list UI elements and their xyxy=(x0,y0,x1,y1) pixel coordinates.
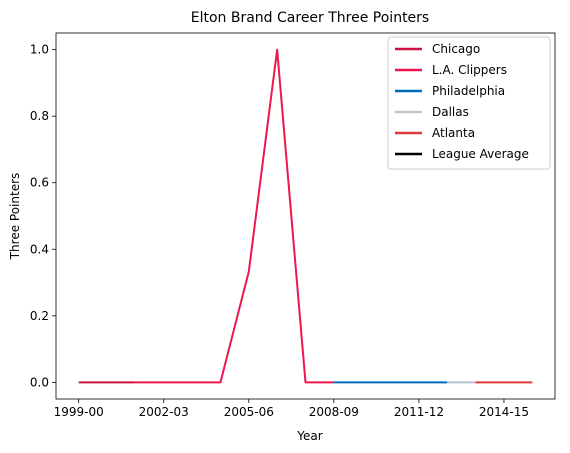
legend-label: L.A. Clippers xyxy=(432,63,507,77)
y-tick-label: 0.6 xyxy=(30,176,49,190)
legend-box xyxy=(387,36,551,170)
x-tick-label: 2008-09 xyxy=(309,405,359,419)
y-tick-label: 0.8 xyxy=(30,109,49,123)
y-tick-label: 0.2 xyxy=(30,309,49,323)
x-axis: 1999-00 2002-03 2005-06 2008-09 2011-12 2014-… xyxy=(54,399,529,419)
y-tick-label: 0.4 xyxy=(30,242,49,256)
legend-label: Philadelphia xyxy=(432,84,505,98)
y-tick-label: 0.0 xyxy=(30,375,49,389)
x-tick-label: 2005-06 xyxy=(224,405,274,419)
x-axis-label: Year xyxy=(296,429,322,443)
series-layer xyxy=(78,48,533,384)
plot-frame xyxy=(55,32,556,400)
series-line-1 xyxy=(135,48,334,384)
y-axis-label: Three Pointers xyxy=(8,173,22,261)
x-tick-label: 1999-00 xyxy=(54,405,104,419)
x-tick-label: 2011-12 xyxy=(394,405,444,419)
x-tick-label: 2002-03 xyxy=(139,405,189,419)
legend-label: Chicago xyxy=(432,42,480,56)
legend-label: Atlanta xyxy=(432,126,475,140)
y-tick-label: 1.0 xyxy=(30,43,49,57)
legend-label: Dallas xyxy=(432,105,469,119)
x-tick-label: 2014-15 xyxy=(479,405,529,419)
legend: Chicago L.A. Clippers Philadelphia Dallas At… xyxy=(387,36,551,170)
legend-label: League Average xyxy=(432,147,529,161)
y-axis: 0.0 0.2 0.4 0.6 0.8 1.0 xyxy=(30,43,56,389)
chart-title: Elton Brand Career Three Pointers xyxy=(191,10,429,26)
